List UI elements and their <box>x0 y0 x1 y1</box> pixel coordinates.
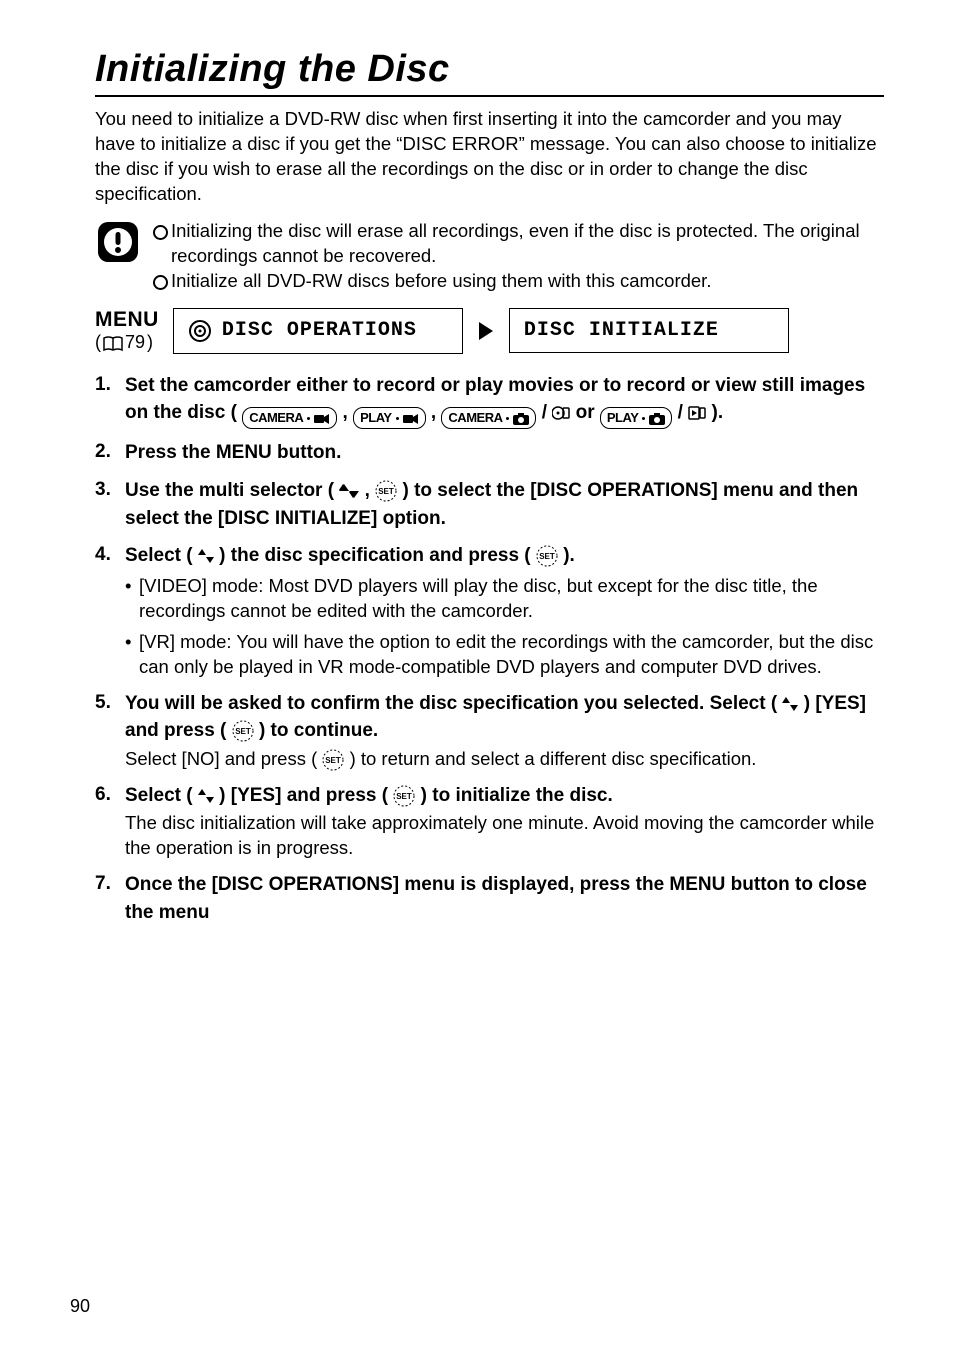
up-down-icon <box>198 545 214 566</box>
page-number: 90 <box>70 1296 90 1317</box>
step-7-head: Once the [DISC OPERATIONS] menu is displ… <box>125 874 867 923</box>
step-4-mid: ) the disc specification and press ( <box>219 545 536 566</box>
step-6-pre: Select ( <box>125 785 198 806</box>
set-icon: SET <box>232 720 254 741</box>
up-down-icon <box>198 785 214 806</box>
arrow-icon <box>477 320 495 342</box>
disc-card-icon <box>552 402 570 423</box>
menu-box-2: DISC INITIALIZE <box>509 308 789 353</box>
step-5: You will be asked to confirm the disc sp… <box>95 690 884 772</box>
step-3-pre: Use the multi selector ( <box>125 480 339 501</box>
svg-text:SET: SET <box>397 792 413 801</box>
step-3: Use the multi selector ( , SET ) to sele… <box>95 477 884 532</box>
camera-movie-badge: CAMERA <box>242 407 337 429</box>
warning-item: Initializing the disc will erase all rec… <box>153 219 884 269</box>
disc-icon <box>188 319 212 343</box>
step-2: Press the MENU button. <box>95 439 884 467</box>
step-2-head: Press the MENU button. <box>125 442 341 463</box>
step-5-post: ) to continue. <box>259 720 378 741</box>
up-down-icon <box>339 480 359 501</box>
step-1-post: ). <box>712 402 724 423</box>
menu-box-1-text: DISC OPERATIONS <box>222 319 417 342</box>
svg-text:SET: SET <box>235 727 251 736</box>
step-4-post: ). <box>563 545 575 566</box>
step-7: Once the [DISC OPERATIONS] menu is displ… <box>95 871 884 926</box>
menu-label: MENU <box>95 308 159 332</box>
still-camera-icon <box>649 409 665 427</box>
step-4-bullets: [VIDEO] mode: Most DVD players will play… <box>125 574 884 680</box>
movie-icon <box>403 409 419 427</box>
warning-icon <box>95 219 141 265</box>
movie-icon <box>314 409 330 427</box>
menu-ref-page: 79 <box>125 332 145 353</box>
step-5-sub: Select [NO] and press ( SET ) to return … <box>125 747 884 772</box>
svg-text:SET: SET <box>539 552 555 561</box>
step-5-pre: You will be asked to confirm the disc sp… <box>125 693 782 714</box>
step-4-pre: Select ( <box>125 545 198 566</box>
page-title: Initializing the Disc <box>95 48 884 91</box>
step-4-bullet: [VIDEO] mode: Most DVD players will play… <box>125 574 884 624</box>
step-6-sub: The disc initialization will take approx… <box>125 811 884 861</box>
step-6: Select ( ) [YES] and press ( SET ) to in… <box>95 782 884 862</box>
warning-block: Initializing the disc will erase all rec… <box>95 219 884 294</box>
warning-item: Initialize all DVD-RW discs before using… <box>153 269 884 294</box>
steps-list: Set the camcorder either to record or pl… <box>95 372 884 927</box>
step-6-post: ) to initialize the disc. <box>421 785 613 806</box>
svg-text:SET: SET <box>326 756 342 765</box>
warning-list: Initializing the disc will erase all rec… <box>153 219 884 294</box>
step-1: Set the camcorder either to record or pl… <box>95 372 884 430</box>
play-card-icon <box>688 402 706 423</box>
book-icon <box>103 332 123 353</box>
svg-text:SET: SET <box>378 487 394 496</box>
menu-page-ref: ( 79 ) <box>95 332 159 353</box>
menu-label-block: MENU ( 79 ) <box>95 308 159 353</box>
intro-paragraph: You need to initialize a DVD-RW disc whe… <box>95 107 884 207</box>
step-6-mid: ) [YES] and press ( <box>219 785 393 806</box>
step-4: Select ( ) the disc specification and pr… <box>95 542 884 679</box>
set-icon: SET <box>393 785 415 806</box>
camera-still-badge: CAMERA <box>441 407 536 429</box>
menu-box-2-text: DISC INITIALIZE <box>524 319 719 342</box>
set-icon: SET <box>322 748 344 769</box>
step-4-bullet: [VR] mode: You will have the option to e… <box>125 630 884 680</box>
still-camera-icon <box>513 409 529 427</box>
set-icon: SET <box>536 545 558 566</box>
play-still-badge: PLAY <box>600 407 672 429</box>
play-movie-badge: PLAY <box>353 407 425 429</box>
menu-row: MENU ( 79 ) DISC OPERATIONS DISC INITIAL… <box>95 308 884 354</box>
menu-box-1: DISC OPERATIONS <box>173 308 463 354</box>
title-rule <box>95 95 884 97</box>
up-down-icon <box>782 693 798 714</box>
set-icon: SET <box>375 480 397 501</box>
